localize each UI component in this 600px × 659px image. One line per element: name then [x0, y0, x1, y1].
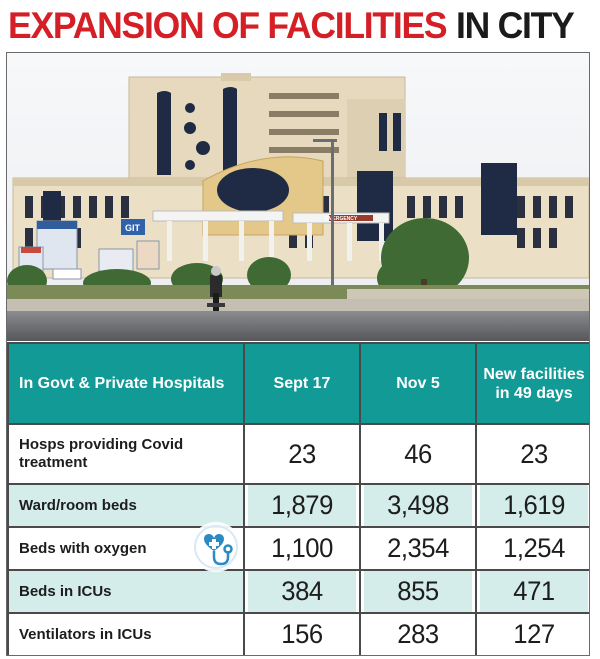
- table-row: Hosps providing Covid treatment 23 46 23: [7, 423, 589, 485]
- cell-new: 127: [477, 612, 589, 655]
- table-header-row: In Govt & Private Hospitals Sept 17 Nov …: [7, 342, 589, 425]
- row-label: Ventilators in ICUs: [7, 612, 245, 655]
- header-new-facilities: New facilities in 49 days: [475, 342, 589, 425]
- sign-git: GIT: [125, 223, 141, 233]
- cell-sept17: 384: [245, 569, 359, 614]
- header-label: In Govt & Private Hospitals: [7, 342, 245, 425]
- row-label: Hosps providing Covid treatment: [7, 423, 245, 485]
- cell-new: 1,254: [477, 526, 589, 571]
- cell-nov5: 3,498: [361, 483, 475, 528]
- headline-part-red: EXPANSION OF FACILITIES: [8, 5, 448, 46]
- header-nov5: Nov 5: [359, 342, 477, 425]
- cell-nov5: 2,354: [361, 526, 475, 571]
- hospital-photo: GIT EMERGENCY: [7, 53, 589, 341]
- cell-nov5: 283: [361, 612, 475, 655]
- cell-sept17: 1,100: [245, 526, 359, 571]
- facilities-table: In Govt & Private Hospitals Sept 17 Nov …: [7, 342, 589, 655]
- table-row: Beds with oxygen 1,100 2,354 1,254: [7, 526, 589, 571]
- cell-sept17: 23: [245, 423, 359, 485]
- cell-nov5: 855: [361, 569, 475, 614]
- table-row: Beds in ICUs 384 855 471: [7, 569, 589, 614]
- sign-emergency: EMERGENCY: [325, 216, 358, 222]
- table-row: Ventilators in ICUs 156 283 127: [7, 612, 589, 655]
- header-sept17: Sept 17: [243, 342, 361, 425]
- headline-part-dark: IN CITY: [455, 5, 575, 46]
- cell-sept17: 1,879: [245, 483, 359, 528]
- cell-sept17: 156: [245, 612, 359, 655]
- row-label: Beds in ICUs: [7, 569, 245, 614]
- headline: EXPANSION OF FACILITIES IN CITY: [8, 0, 575, 52]
- table-row: Ward/room beds 1,879 3,498 1,619: [7, 483, 589, 528]
- infographic-frame: GIT EMERGENCY: [6, 52, 590, 656]
- cell-nov5: 46: [361, 423, 475, 485]
- cell-new: 23: [477, 423, 589, 485]
- cell-new: 1,619: [477, 483, 589, 528]
- row-label: Ward/room beds: [7, 483, 245, 528]
- cell-new: 471: [477, 569, 589, 614]
- medical-heart-stethoscope-icon: [191, 522, 241, 572]
